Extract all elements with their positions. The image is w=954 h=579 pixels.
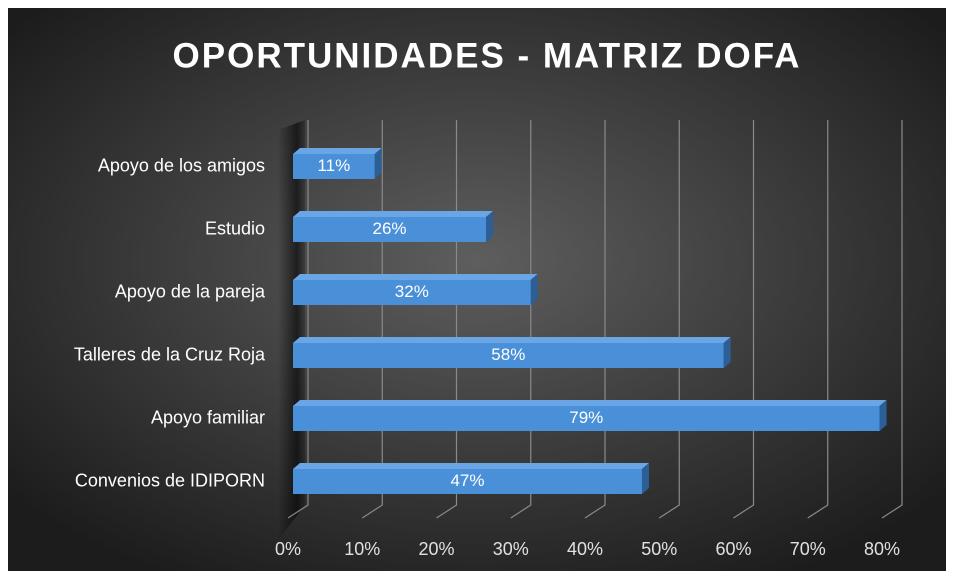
grid-line (436, 120, 458, 519)
value-label: 58% (491, 345, 525, 364)
bar-top (293, 463, 649, 469)
grid-line (510, 120, 532, 519)
bar-top (293, 400, 887, 406)
bar-side (879, 400, 887, 431)
bar-top (293, 148, 382, 154)
x-tick-label: 40% (567, 539, 603, 559)
grid-line (287, 120, 309, 519)
category-label: Talleres de la Cruz Roja (74, 344, 266, 364)
category-label: Estudio (205, 218, 265, 238)
grid-line (807, 120, 829, 519)
value-label: 47% (450, 471, 484, 490)
value-label: 79% (569, 408, 603, 427)
bar (293, 469, 642, 494)
category-label: Apoyo familiar (151, 407, 265, 427)
category-label: Convenios de IDIPORN (75, 470, 265, 490)
value-label: 11% (317, 156, 350, 175)
bar-side (723, 337, 731, 368)
value-label: 26% (373, 219, 407, 238)
x-tick-label: 30% (493, 539, 529, 559)
bar-side (486, 211, 494, 242)
x-tick-label: 10% (344, 539, 380, 559)
grid-line (361, 120, 383, 519)
category-label: Apoyo de los amigos (98, 155, 265, 175)
bar-top (293, 211, 494, 217)
category-label: Apoyo de la pareja (115, 281, 266, 301)
x-tick-label: 70% (790, 539, 826, 559)
x-tick-label: 50% (641, 539, 677, 559)
chart-title: OPORTUNIDADES - MATRIZ DOFA (173, 36, 802, 75)
grid-line (881, 120, 903, 519)
grid-line (658, 120, 680, 519)
x-tick-label: 0% (275, 539, 301, 559)
bar-top (293, 337, 731, 343)
grid-line (733, 120, 755, 519)
bar (293, 154, 375, 179)
value-label: 32% (395, 282, 429, 301)
x-tick-label: 60% (715, 539, 751, 559)
bar (293, 280, 531, 305)
bar (293, 343, 724, 368)
x-tick-label: 80% (864, 539, 900, 559)
bar-side (641, 463, 649, 494)
bar-top (293, 274, 538, 280)
grid-line (584, 120, 606, 519)
bar (293, 217, 487, 242)
bar-side (530, 274, 538, 305)
bar-side (374, 148, 382, 179)
x-tick-label: 20% (418, 539, 454, 559)
bar (293, 406, 880, 431)
